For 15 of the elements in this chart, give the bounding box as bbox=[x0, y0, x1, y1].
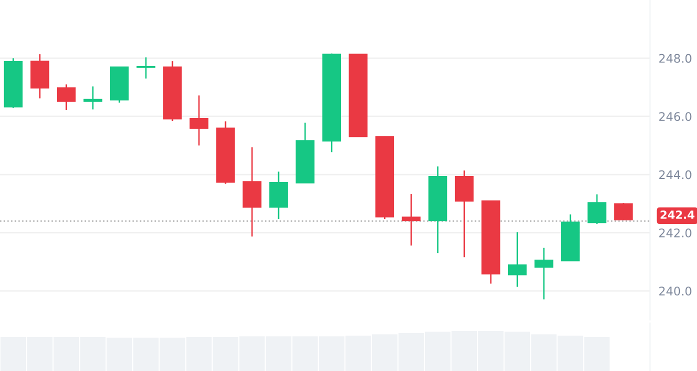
candlestick bbox=[614, 202, 633, 221]
candlestick bbox=[588, 194, 606, 225]
candlestick bbox=[190, 94, 208, 146]
candlestick bbox=[56, 84, 76, 111]
candlestick bbox=[83, 86, 102, 110]
candlestick bbox=[136, 56, 156, 80]
y-tick-label: 242.0 bbox=[659, 228, 692, 238]
candlestick bbox=[534, 247, 554, 300]
candlestick bbox=[402, 193, 421, 246]
y-tick-label: 248.0 bbox=[659, 54, 692, 63]
y-tick-label: 240.0 bbox=[659, 286, 692, 296]
y-tick-label: 246.0 bbox=[659, 112, 692, 122]
y-tick-label: 244.0 bbox=[659, 170, 692, 180]
candlestick bbox=[508, 231, 527, 288]
ref-line-label: 242.4 bbox=[660, 210, 694, 219]
